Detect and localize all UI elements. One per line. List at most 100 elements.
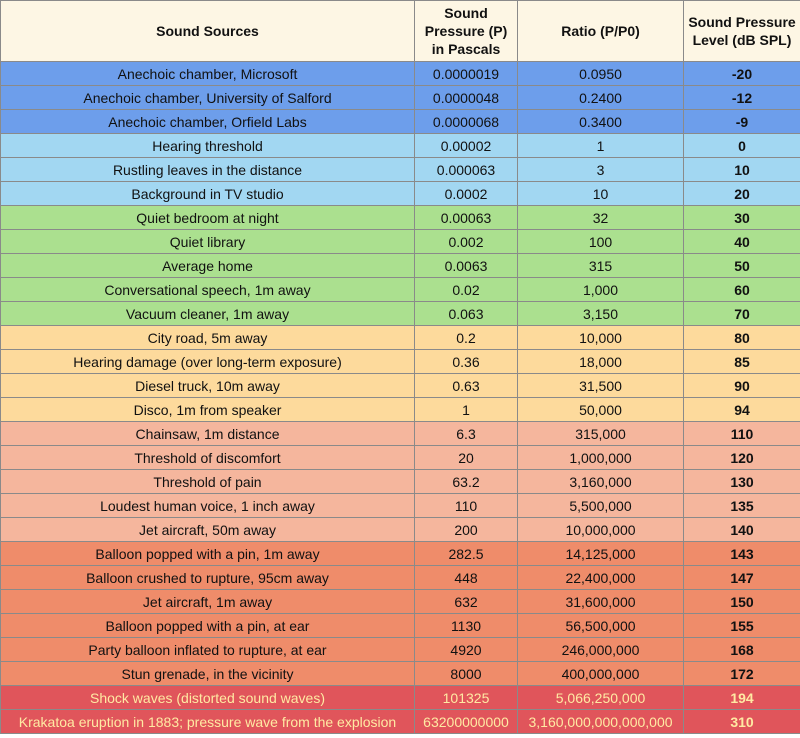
table-cell: 0.000063	[414, 157, 518, 182]
table-cell: 0.0063	[414, 253, 518, 278]
db-cell: 50	[683, 253, 800, 278]
table-cell: Vacuum cleaner, 1m away	[0, 301, 415, 326]
table-cell: 5,066,250,000	[517, 685, 684, 710]
table-row: Anechoic chamber, Microsoft 0.0000019 0.09…	[0, 61, 800, 86]
table-cell: 1	[517, 133, 684, 158]
table-cell: 101325	[414, 685, 518, 710]
db-cell: 150	[683, 589, 800, 614]
header-row: Sound Sources Sound Pressure (P) in Pasca…	[0, 0, 800, 62]
table-cell: 0.3400	[517, 109, 684, 134]
db-cell: 110	[683, 421, 800, 446]
db-cell: 310	[683, 709, 800, 734]
table-row: Balloon crushed to rupture, 95cm away 448…	[0, 565, 800, 590]
table-cell: Party balloon inflated to rupture, at ea…	[0, 637, 415, 662]
table-row: Rustling leaves in the distance 0.000063 3…	[0, 157, 800, 182]
db-cell: 90	[683, 373, 800, 398]
table-cell: Quiet library	[0, 229, 415, 254]
table-cell: 3,150	[517, 301, 684, 326]
table-cell: 315,000	[517, 421, 684, 446]
table-cell: 0.36	[414, 349, 518, 374]
table-cell: 10	[517, 181, 684, 206]
table-cell: 10,000,000	[517, 517, 684, 542]
db-cell: 143	[683, 541, 800, 566]
table-cell: Threshold of pain	[0, 469, 415, 494]
table-cell: 20	[414, 445, 518, 470]
table-row: Threshold of pain 63.2 3,160,000 130	[0, 469, 800, 494]
table-cell: 0.00063	[414, 205, 518, 230]
table-cell: Shock waves (distorted sound waves)	[0, 685, 415, 710]
table-cell: 32	[517, 205, 684, 230]
header-cell: Sound Pressure Level (dB SPL)	[683, 0, 800, 62]
db-cell: 147	[683, 565, 800, 590]
table-cell: 63200000000	[414, 709, 518, 734]
table-cell: 1,000	[517, 277, 684, 302]
table-cell: 3,160,000	[517, 469, 684, 494]
db-cell: 120	[683, 445, 800, 470]
table-cell: 22,400,000	[517, 565, 684, 590]
table-cell: 0.00002	[414, 133, 518, 158]
header-cell: Sound Sources	[0, 0, 415, 62]
table-cell: 1	[414, 397, 518, 422]
db-cell: 70	[683, 301, 800, 326]
table-cell: 0.0000048	[414, 85, 518, 110]
table-row: Conversational speech, 1m away 0.02 1,000 6…	[0, 277, 800, 302]
table-cell: 0.002	[414, 229, 518, 254]
db-cell: 80	[683, 325, 800, 350]
db-cell: 10	[683, 157, 800, 182]
table-cell: 8000	[414, 661, 518, 686]
table-row: City road, 5m away 0.2 10,000 80	[0, 325, 800, 350]
db-cell: 135	[683, 493, 800, 518]
db-cell: 94	[683, 397, 800, 422]
table-cell: 10,000	[517, 325, 684, 350]
table-cell: Quiet bedroom at night	[0, 205, 415, 230]
table-row: Krakatoa eruption in 1883; pressure wave…	[0, 709, 800, 734]
table-cell: 6.3	[414, 421, 518, 446]
db-cell: 85	[683, 349, 800, 374]
table-cell: 0.0000019	[414, 61, 518, 86]
table-cell: Conversational speech, 1m away	[0, 277, 415, 302]
table-cell: 3,160,000,000,000,000	[517, 709, 684, 734]
table-cell: 0.02	[414, 277, 518, 302]
table-row: Party balloon inflated to rupture, at ea…	[0, 637, 800, 662]
table-cell: Loudest human voice, 1 inch away	[0, 493, 415, 518]
table-row: Stun grenade, in the vicinity 8000 400,000…	[0, 661, 800, 686]
table-cell: Anechoic chamber, University of Salford	[0, 85, 415, 110]
table-row: Hearing threshold 0.00002 1 0	[0, 133, 800, 158]
table-row: Disco, 1m from speaker 1 50,000 94	[0, 397, 800, 422]
table-cell: 110	[414, 493, 518, 518]
table-cell: 14,125,000	[517, 541, 684, 566]
table-cell: 0.0000068	[414, 109, 518, 134]
table-cell: 632	[414, 589, 518, 614]
table-cell: Background in TV studio	[0, 181, 415, 206]
table-row: Quiet library 0.002 100 40	[0, 229, 800, 254]
table-cell: Jet aircraft, 1m away	[0, 589, 415, 614]
table-row: Background in TV studio 0.0002 10 20	[0, 181, 800, 206]
table-cell: 0.2400	[517, 85, 684, 110]
table-cell: 50,000	[517, 397, 684, 422]
db-cell: 20	[683, 181, 800, 206]
table-row: Anechoic chamber, Orfield Labs 0.0000068 0…	[0, 109, 800, 134]
db-cell: 0	[683, 133, 800, 158]
db-cell: 172	[683, 661, 800, 686]
table-row: Jet aircraft, 1m away 632 31,600,000 150	[0, 589, 800, 614]
table-cell: Jet aircraft, 50m away	[0, 517, 415, 542]
table-cell: 31,500	[517, 373, 684, 398]
table-cell: 315	[517, 253, 684, 278]
table-cell: 31,600,000	[517, 589, 684, 614]
table-row: Balloon popped with a pin, at ear 1130 56,…	[0, 613, 800, 638]
table-row: Jet aircraft, 50m away 200 10,000,000 140	[0, 517, 800, 542]
table-cell: Hearing threshold	[0, 133, 415, 158]
table-cell: 5,500,000	[517, 493, 684, 518]
db-cell: 155	[683, 613, 800, 638]
table-cell: Anechoic chamber, Orfield Labs	[0, 109, 415, 134]
table-row: Average home 0.0063 315 50	[0, 253, 800, 278]
table-row: Loudest human voice, 1 inch away 110 5,500…	[0, 493, 800, 518]
table-row: Balloon popped with a pin, 1m away 282.5 1…	[0, 541, 800, 566]
db-cell: -9	[683, 109, 800, 134]
db-cell: 130	[683, 469, 800, 494]
table-cell: 100	[517, 229, 684, 254]
table-row: Quiet bedroom at night 0.00063 32 30	[0, 205, 800, 230]
table-cell: 246,000,000	[517, 637, 684, 662]
